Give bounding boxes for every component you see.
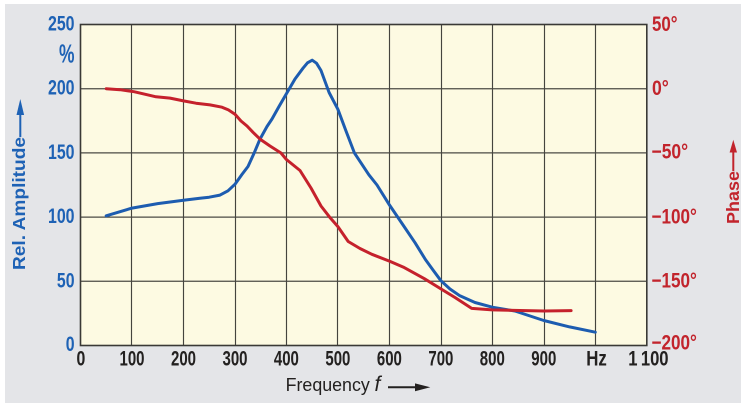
svg-text:400: 400 xyxy=(274,348,299,371)
svg-text:600: 600 xyxy=(377,348,402,371)
svg-text:%: % xyxy=(59,39,75,69)
svg-text:150: 150 xyxy=(48,141,75,164)
svg-text:50: 50 xyxy=(57,269,75,292)
svg-text:Frequency: Frequency xyxy=(286,375,370,395)
svg-text:0°: 0° xyxy=(652,77,669,100)
svg-text:0: 0 xyxy=(77,348,86,371)
svg-text:200: 200 xyxy=(48,77,75,100)
svg-text:−200°: −200° xyxy=(652,332,697,355)
svg-text:900: 900 xyxy=(531,348,556,371)
svg-text:500: 500 xyxy=(325,348,350,371)
svg-text:50°: 50° xyxy=(652,13,678,36)
svg-text:100: 100 xyxy=(48,205,75,228)
svg-text:0: 0 xyxy=(66,333,75,356)
svg-text:−50°: −50° xyxy=(652,141,689,164)
svg-text:Rel. Amplitude: Rel. Amplitude xyxy=(9,137,29,270)
svg-text:f: f xyxy=(375,373,383,396)
svg-text:−150°: −150° xyxy=(652,270,697,293)
svg-text:Phase: Phase xyxy=(723,171,743,224)
svg-text:−100°: −100° xyxy=(652,205,697,228)
svg-text:300: 300 xyxy=(223,348,248,371)
svg-text:1 100: 1 100 xyxy=(628,348,668,371)
svg-text:250: 250 xyxy=(48,13,75,36)
svg-text:700: 700 xyxy=(428,348,453,371)
svg-text:800: 800 xyxy=(480,348,505,371)
svg-text:Hz: Hz xyxy=(586,348,607,371)
svg-text:200: 200 xyxy=(171,348,196,371)
svg-text:100: 100 xyxy=(120,348,145,371)
